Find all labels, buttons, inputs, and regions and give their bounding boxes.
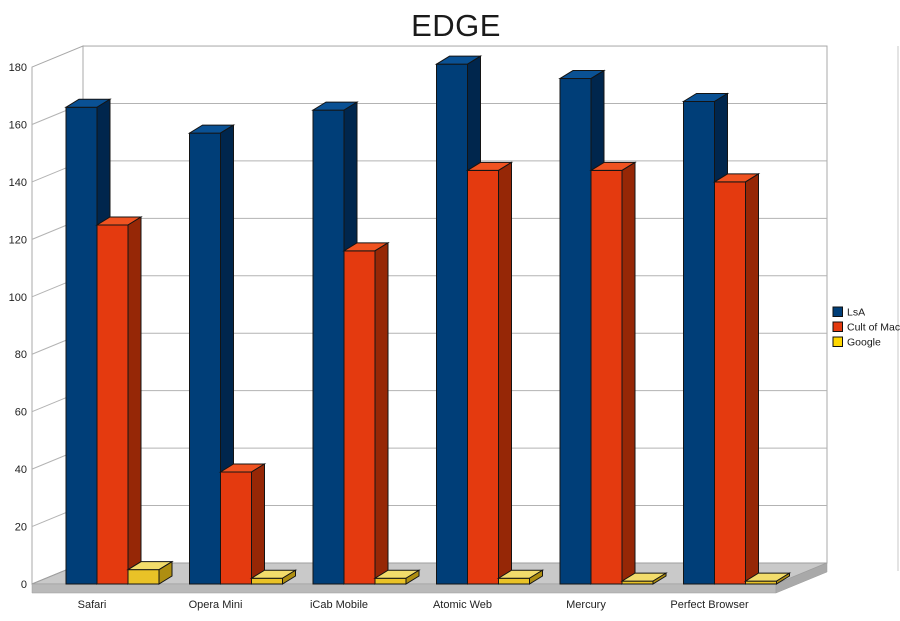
bar-front-face <box>251 577 283 585</box>
y-axis-label: 160 <box>9 119 27 131</box>
bar-safari-cult-of-mac <box>95 216 143 585</box>
category-label: Atomic Web <box>433 599 492 611</box>
y-axis-label: 100 <box>9 292 27 304</box>
bar-side-face <box>374 241 389 585</box>
legend: LsA Cult of Mac Google <box>832 306 900 349</box>
bar-front-face <box>590 169 623 585</box>
bar-front-face <box>559 78 592 585</box>
legend-swatch-icon <box>832 306 843 317</box>
legend-label: Google <box>847 337 881 349</box>
legend-item-cult-of-mac: Cult of Mac <box>832 321 900 334</box>
bar-front-face <box>127 569 160 585</box>
bar-safari-google <box>126 560 174 585</box>
floor-side <box>775 562 828 594</box>
bar-front-face <box>683 101 715 585</box>
bar-front-face <box>189 132 221 585</box>
bar-side-face <box>282 569 296 585</box>
bar-side-face <box>776 572 790 585</box>
legend-label: LsA <box>847 307 865 319</box>
bar-perfect-browser-cult-of-mac <box>712 173 761 585</box>
y-axis-label: 60 <box>15 407 27 419</box>
bar-front-face <box>343 250 376 585</box>
legend-swatch-icon <box>832 336 843 347</box>
y-axis-label: 80 <box>15 349 27 361</box>
category-label: iCab Mobile <box>310 599 368 611</box>
bar-front-face <box>467 169 499 585</box>
bar-mercury-google <box>620 572 668 585</box>
bar-front-face <box>65 106 98 585</box>
bar-atomic-web-google <box>496 569 545 585</box>
bar-front-face <box>436 63 468 585</box>
bar-front-face <box>714 181 746 585</box>
bar-side-face <box>405 569 420 585</box>
plot-bars <box>64 55 792 585</box>
bar-opera-mini-lsa <box>187 124 236 585</box>
y-axis-label: 140 <box>9 177 27 189</box>
bar-side-face <box>158 560 173 585</box>
bar-opera-mini-google <box>249 569 298 585</box>
bar-icab-mobile-google <box>373 569 421 585</box>
floor-front <box>31 583 777 594</box>
bar-side-face <box>652 572 667 585</box>
bar-opera-mini-cult-of-mac <box>218 463 267 585</box>
legend-item-lsa: LsA <box>832 306 865 319</box>
y-axis-label: 40 <box>15 464 27 476</box>
legend-label: Cult of Mac <box>847 322 900 334</box>
bar-side-face <box>251 463 265 585</box>
bar-atomic-web-cult-of-mac <box>465 161 514 585</box>
bar-front-face <box>220 471 252 585</box>
bar-side-face <box>498 161 512 585</box>
bar-mercury-cult-of-mac <box>589 161 637 585</box>
category-label: Mercury <box>566 599 606 611</box>
y-axis-label: 0 <box>21 579 27 591</box>
axis-labels: Safari Opera Mini iCab Mobile Atomic Web Mer… <box>9 62 749 611</box>
y-axis-label: 20 <box>15 522 27 534</box>
bar-side-face <box>621 161 636 585</box>
bar-front-face <box>96 224 129 585</box>
legend-swatch-icon <box>832 321 843 332</box>
bar-front-face <box>312 109 345 585</box>
bar-front-face <box>498 577 530 585</box>
category-label: Perfect Browser <box>670 599 749 611</box>
bar-side-face <box>127 216 142 585</box>
bar-side-face <box>745 173 759 585</box>
category-label: Safari <box>78 599 107 611</box>
y-axis-label: 180 <box>9 62 27 74</box>
bar-front-face <box>374 577 407 585</box>
y-axis-label: 120 <box>9 234 27 246</box>
legend-item-google: Google <box>832 336 881 349</box>
bar-perfect-browser-google <box>743 572 792 585</box>
bar-icab-mobile-cult-of-mac <box>342 241 390 585</box>
bar-side-face <box>529 569 543 585</box>
chart-title: EDGE <box>411 8 501 43</box>
category-label: Opera Mini <box>189 599 243 611</box>
